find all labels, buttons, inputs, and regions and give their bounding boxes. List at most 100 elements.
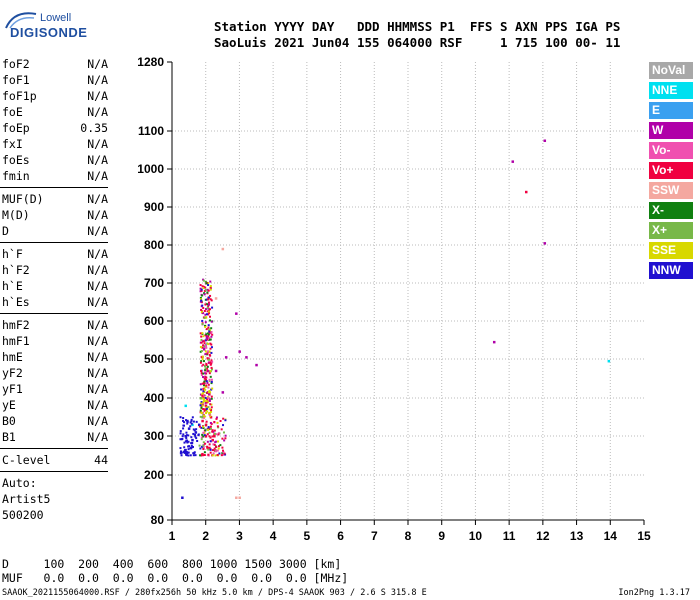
echo-trace-point (204, 429, 207, 432)
echo-trace-point (207, 313, 210, 316)
echo-trace-point (193, 433, 196, 436)
echo-point-nnw (181, 496, 184, 499)
echo-point-nnw (182, 450, 186, 454)
echo-trace-point (211, 306, 214, 309)
param-row-fof1p: foF1p N/A (0, 88, 112, 104)
x-tick-label: 8 (405, 529, 412, 543)
echo-trace-point (210, 346, 213, 349)
echo-trace-point (206, 381, 209, 384)
echo-trace-point (202, 401, 205, 404)
echo-trace-point (202, 408, 205, 411)
param-value: N/A (87, 279, 108, 293)
echo-trace-point (198, 444, 201, 447)
param-value: N/A (87, 263, 108, 277)
echo-trace-point (210, 403, 213, 406)
echo-trace-point (222, 424, 225, 427)
echo-point-w (255, 363, 258, 367)
y-tick-label: 800 (144, 238, 164, 252)
echo-trace-point (187, 448, 190, 451)
y-tick-label: 1000 (137, 162, 164, 176)
echo-trace-point (200, 335, 203, 338)
echo-trace-point (203, 289, 206, 292)
echo-trace-point (206, 365, 209, 368)
echo-point-ssw (238, 496, 241, 499)
echo-trace-point (205, 400, 208, 403)
param-row-fof2: foF2 N/A (0, 56, 112, 72)
echo-trace-point (209, 286, 212, 289)
echo-trace-point (182, 417, 185, 420)
echo-trace-point (207, 301, 210, 304)
echo-trace-point (207, 298, 210, 301)
echo-trace-point (186, 439, 189, 442)
param-key: hmF2 (2, 318, 30, 332)
echo-point-vo (206, 446, 209, 450)
param-value: N/A (87, 366, 108, 380)
echo-trace-point (200, 438, 203, 441)
echo-trace-point (187, 454, 190, 457)
echo-trace-point (219, 444, 222, 447)
param-row-foes: foEs N/A (0, 152, 112, 168)
echo-trace-point (203, 293, 206, 296)
echo-trace-point (201, 393, 204, 396)
echo-trace-point (201, 404, 204, 407)
echo-trace-point (213, 429, 216, 432)
echo-trace-point (199, 415, 202, 418)
auto-text: Artist5 (2, 492, 51, 506)
echo-trace-point (208, 372, 211, 375)
echo-trace-point (216, 425, 219, 428)
echo-point-nne (607, 359, 611, 363)
param-key: yE (2, 398, 16, 412)
echo-trace-point (203, 345, 206, 348)
echo-trace-point (209, 375, 212, 378)
echo-trace-point (210, 335, 213, 338)
echo-trace-point (201, 346, 204, 349)
echo-trace-point (205, 364, 208, 367)
echo-trace-point (202, 307, 205, 310)
echo-trace-point (189, 421, 192, 424)
echo-trace-point (188, 445, 191, 448)
echo-trace-point (201, 358, 204, 361)
echo-trace-point (205, 328, 208, 331)
echo-trace-point (184, 440, 187, 443)
echo-trace-point (202, 444, 205, 447)
echo-trace-point (209, 288, 212, 291)
echo-trace-point (210, 299, 213, 302)
param-row-fof1: foF1 N/A (0, 72, 112, 88)
auto-line: Artist5 (0, 491, 112, 507)
echo-trace-point (203, 324, 206, 327)
echo-trace-point (220, 454, 223, 457)
separator-line (0, 313, 108, 314)
echo-trace-point (187, 434, 190, 437)
param-key: hmF1 (2, 334, 30, 348)
param-value: N/A (87, 382, 108, 396)
param-key: foE (2, 105, 23, 119)
echo-trace-point (185, 419, 188, 422)
echo-trace-point (202, 344, 205, 347)
echo-trace-point (203, 380, 206, 383)
param-row-hes: h`Es N/A (0, 294, 112, 310)
echo-trace-point (208, 443, 211, 446)
echo-trace-point (207, 361, 210, 364)
echo-trace-point (201, 304, 204, 307)
echo-trace-point (195, 428, 198, 431)
echo-trace-point (205, 363, 208, 366)
auto-line: 500200 (0, 507, 112, 523)
legend-item-e: E (649, 102, 693, 119)
param-key: B0 (2, 414, 16, 428)
y-tick-label: 500 (144, 352, 164, 366)
echo-point-ssw (214, 297, 218, 300)
param-key: B1 (2, 430, 16, 444)
echo-trace-point (202, 390, 205, 393)
echo-trace-point (195, 420, 198, 423)
y-tick-label: 600 (144, 314, 164, 328)
param-row-hmf1: hmF1 N/A (0, 333, 112, 349)
echo-trace-point (192, 432, 195, 435)
echo-trace-point (182, 427, 185, 430)
echo-trace-point (203, 387, 206, 390)
x-tick-label: 13 (570, 529, 584, 543)
echo-trace-point (216, 449, 219, 452)
echo-trace-point (200, 310, 203, 313)
echo-trace-point (204, 303, 207, 306)
echo-trace-point (186, 452, 189, 455)
echo-trace-point (207, 453, 210, 456)
